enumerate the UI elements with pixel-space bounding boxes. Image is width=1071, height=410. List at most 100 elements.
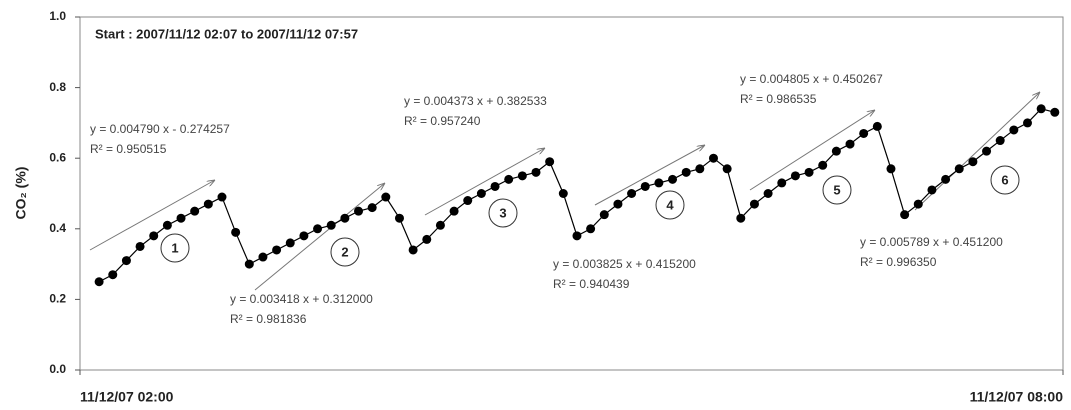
plot-frame: [79, 16, 1064, 371]
data-point: [217, 192, 227, 202]
data-point: [627, 189, 637, 198]
data-point: [463, 196, 473, 206]
trend-arrow: [89, 180, 215, 251]
y-tick-label: 0.0: [49, 362, 66, 376]
data-point: [162, 220, 172, 230]
data-point: [1036, 104, 1046, 114]
y-tick-label: 1.0: [49, 9, 66, 23]
data-point: [394, 213, 404, 223]
data-point: [859, 128, 869, 138]
data-point: [1050, 107, 1060, 117]
data-point: [599, 210, 609, 220]
cycle-marker: [655, 190, 685, 220]
data-point: [982, 146, 992, 156]
data-point: [668, 174, 678, 184]
cycle-label: 5: [833, 182, 840, 197]
data-point: [422, 234, 432, 244]
data-point: [613, 199, 623, 209]
data-point: [299, 231, 309, 241]
data-point: [558, 189, 568, 198]
cycle-marker: [990, 165, 1020, 195]
trend-equation: y = 0.004373 x + 0.382533: [404, 94, 547, 108]
cycle-marker: [488, 198, 518, 228]
data-point: [1009, 125, 1019, 135]
data-point: [749, 199, 759, 209]
data-point: [900, 210, 910, 220]
cycle-marker: [160, 233, 190, 263]
data-point: [258, 252, 268, 262]
data-point: [231, 227, 241, 237]
cycle-marker: [330, 237, 360, 267]
data-point: [763, 189, 773, 198]
cycle-label: 3: [499, 205, 506, 220]
data-point: [927, 185, 937, 195]
trend-r-squared: R² = 0.957240: [404, 114, 481, 128]
data-point: [531, 167, 541, 177]
data-point: [149, 231, 159, 241]
trend-equation: y = 0.003418 x + 0.312000: [230, 292, 373, 306]
data-point: [272, 245, 282, 255]
trend-equation: y = 0.005789 x + 0.451200: [860, 235, 1003, 249]
trend-arrow: [254, 183, 385, 291]
data-point: [504, 174, 514, 184]
trend-equation: y = 0.004805 x + 0.450267: [740, 72, 883, 86]
data-point: [681, 167, 691, 177]
data-point: [640, 181, 650, 191]
data-point: [176, 213, 186, 223]
data-point: [435, 220, 445, 230]
data-point: [872, 121, 882, 131]
trend-equation: y = 0.004790 x - 0.274257: [90, 122, 230, 136]
cycle-label: 6: [1001, 172, 1008, 187]
data-point: [94, 277, 104, 287]
data-point: [845, 139, 855, 149]
data-point: [121, 256, 131, 266]
y-tick-label: 0.2: [49, 292, 66, 306]
y-axis-label: CO₂ (%): [13, 167, 29, 220]
y-tick-label: 0.8: [49, 80, 66, 94]
data-point: [190, 206, 200, 216]
data-point: [285, 238, 295, 248]
cycle-label: 1: [171, 240, 178, 255]
trend-arrow: [594, 145, 705, 206]
data-point: [572, 231, 582, 241]
data-point: [722, 164, 732, 174]
data-point: [313, 224, 323, 234]
data-point: [654, 178, 664, 188]
data-point: [886, 164, 896, 174]
data-point: [708, 153, 718, 163]
trend-arrow: [749, 110, 875, 191]
trend-r-squared: R² = 0.940439: [553, 277, 630, 291]
data-point: [408, 245, 418, 255]
data-point: [354, 206, 364, 216]
data-point: [736, 213, 746, 223]
y-tick-label: 0.6: [49, 150, 66, 164]
data-point: [790, 171, 800, 181]
data-point: [108, 270, 118, 280]
data-point: [545, 157, 555, 167]
data-point: [995, 136, 1005, 146]
cycle-marker: [822, 175, 852, 205]
trend-arrow: [424, 148, 545, 216]
trend-r-squared: R² = 0.981836: [230, 312, 307, 326]
data-point: [490, 181, 500, 191]
trend-r-squared: R² = 0.986535: [740, 92, 817, 106]
data-point: [244, 259, 254, 269]
data-point: [818, 160, 828, 170]
data-point: [1023, 118, 1033, 128]
cycle-label: 4: [666, 197, 674, 212]
data-point: [695, 164, 705, 174]
trend-r-squared: R² = 0.950515: [90, 142, 167, 156]
x-tick-label: 11/12/07 08:00: [970, 389, 1064, 405]
data-point: [968, 157, 978, 167]
data-point: [777, 178, 787, 188]
data-point: [804, 167, 814, 177]
trend-r-squared: R² = 0.996350: [860, 255, 937, 269]
data-point: [954, 164, 964, 174]
data-point: [831, 146, 841, 156]
data-point: [367, 203, 377, 213]
data-point: [941, 174, 951, 184]
data-point: [449, 206, 459, 216]
y-tick-label: 0.4: [49, 221, 66, 235]
data-point: [203, 199, 213, 209]
